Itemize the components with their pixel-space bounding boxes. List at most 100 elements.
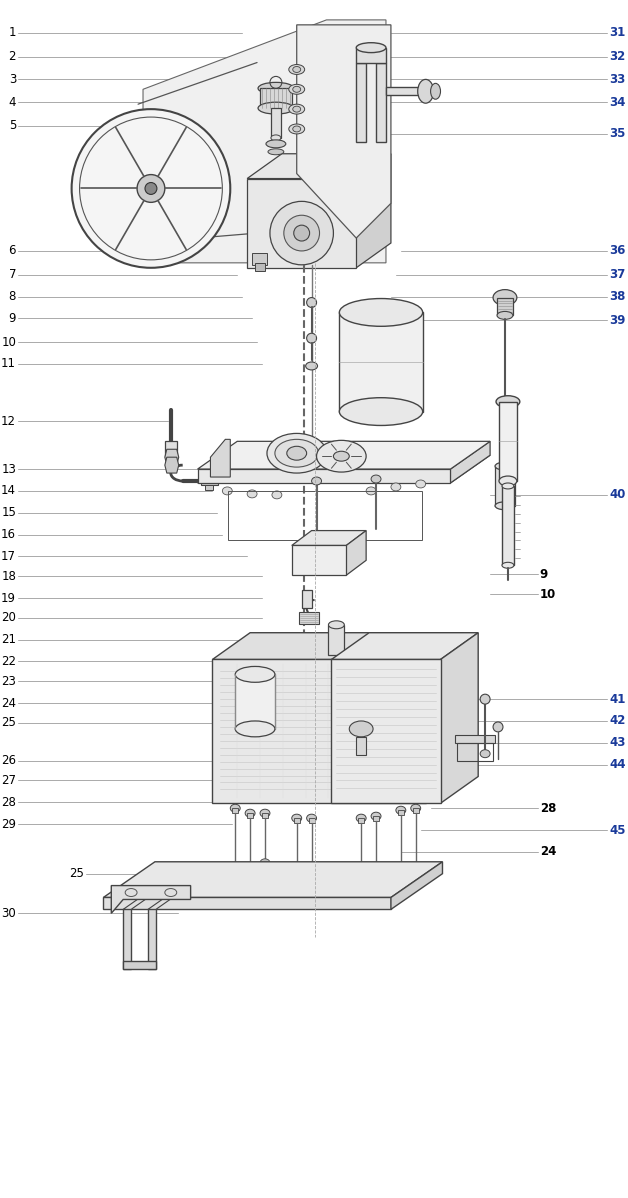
Text: 20: 20: [1, 611, 16, 624]
Text: 44: 44: [609, 758, 625, 772]
Ellipse shape: [289, 125, 305, 134]
Text: 17: 17: [1, 550, 16, 563]
Bar: [495, 466, 515, 506]
Bar: [247, 179, 356, 268]
Polygon shape: [440, 633, 478, 804]
Bar: [294, 818, 300, 823]
Ellipse shape: [258, 83, 294, 95]
Ellipse shape: [502, 562, 514, 568]
Polygon shape: [165, 449, 179, 465]
Text: 1: 1: [9, 26, 16, 40]
Text: 15: 15: [1, 507, 16, 519]
Bar: [212, 659, 426, 804]
Ellipse shape: [72, 109, 230, 268]
Ellipse shape: [371, 476, 381, 483]
Text: 9: 9: [9, 311, 16, 325]
Ellipse shape: [371, 872, 381, 878]
Bar: [247, 813, 253, 818]
Ellipse shape: [247, 490, 257, 498]
Text: 25: 25: [1, 716, 16, 730]
Ellipse shape: [349, 721, 373, 737]
Text: 40: 40: [609, 489, 625, 502]
Polygon shape: [247, 153, 391, 179]
Ellipse shape: [396, 866, 406, 873]
Bar: [356, 62, 366, 141]
Ellipse shape: [328, 621, 344, 629]
Text: 45: 45: [609, 823, 625, 836]
Ellipse shape: [271, 135, 281, 141]
Bar: [356, 48, 386, 62]
Ellipse shape: [495, 502, 515, 510]
Bar: [255, 262, 265, 271]
Polygon shape: [123, 895, 151, 909]
Ellipse shape: [306, 297, 317, 308]
Bar: [308, 818, 315, 823]
Bar: [200, 477, 219, 485]
Bar: [328, 625, 344, 654]
Ellipse shape: [411, 872, 421, 878]
Text: 25: 25: [68, 867, 84, 881]
Ellipse shape: [289, 104, 305, 114]
Ellipse shape: [292, 869, 301, 877]
Text: 16: 16: [1, 528, 16, 541]
Text: 10: 10: [539, 587, 556, 600]
Ellipse shape: [480, 694, 490, 704]
Ellipse shape: [267, 434, 327, 473]
Ellipse shape: [266, 140, 286, 147]
Bar: [229, 491, 421, 540]
Ellipse shape: [391, 483, 401, 491]
Ellipse shape: [293, 126, 301, 132]
Text: 7: 7: [9, 268, 16, 282]
Polygon shape: [346, 531, 366, 575]
Text: 34: 34: [609, 96, 625, 109]
Bar: [502, 486, 514, 565]
Ellipse shape: [371, 812, 381, 821]
Text: 14: 14: [1, 484, 16, 497]
Ellipse shape: [317, 441, 366, 472]
Text: 28: 28: [539, 801, 556, 815]
Polygon shape: [198, 441, 490, 470]
Text: 26: 26: [1, 754, 16, 767]
Ellipse shape: [339, 398, 423, 425]
Ellipse shape: [493, 290, 517, 305]
Bar: [271, 108, 281, 138]
Polygon shape: [111, 885, 191, 913]
Ellipse shape: [272, 491, 282, 498]
Text: 23: 23: [1, 674, 16, 688]
Ellipse shape: [366, 486, 376, 495]
Text: 42: 42: [609, 714, 625, 727]
Bar: [339, 313, 423, 412]
Ellipse shape: [356, 872, 366, 879]
Text: 13: 13: [1, 462, 16, 476]
Ellipse shape: [230, 804, 240, 812]
Text: 38: 38: [609, 290, 625, 303]
Ellipse shape: [258, 102, 294, 114]
Ellipse shape: [245, 864, 255, 872]
Ellipse shape: [145, 182, 157, 194]
Ellipse shape: [497, 311, 513, 320]
Ellipse shape: [275, 440, 318, 467]
Ellipse shape: [502, 483, 514, 489]
Bar: [457, 743, 493, 761]
Bar: [398, 810, 404, 815]
Bar: [260, 89, 292, 108]
Ellipse shape: [416, 480, 426, 488]
Polygon shape: [210, 440, 230, 477]
Ellipse shape: [480, 750, 490, 757]
Text: 3: 3: [9, 73, 16, 86]
Ellipse shape: [356, 815, 366, 822]
Text: 10: 10: [1, 335, 16, 349]
Bar: [332, 659, 440, 804]
Ellipse shape: [287, 447, 306, 460]
Ellipse shape: [137, 175, 165, 202]
Ellipse shape: [230, 864, 240, 872]
Ellipse shape: [293, 67, 301, 72]
Ellipse shape: [245, 809, 255, 817]
Text: 2: 2: [9, 50, 16, 63]
Ellipse shape: [418, 79, 433, 103]
Text: 39: 39: [609, 314, 625, 327]
Text: 37: 37: [609, 268, 625, 282]
Text: 29: 29: [1, 817, 16, 830]
Text: 4: 4: [9, 96, 16, 109]
Bar: [123, 909, 131, 969]
